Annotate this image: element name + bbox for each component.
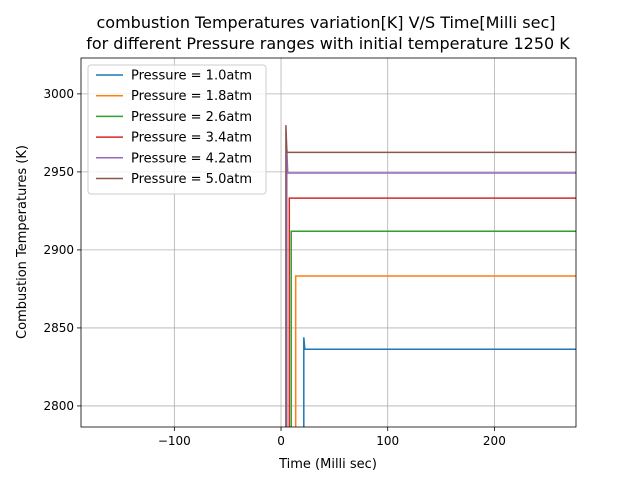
legend-label: Pressure = 1.0atm (131, 69, 252, 84)
y-tick-label: 2800 (43, 399, 74, 413)
series-line (288, 197, 576, 427)
x-tick-label: 0 (277, 434, 285, 448)
legend-label: Pressure = 3.4atm (131, 131, 252, 146)
series-line (290, 230, 576, 427)
x-tick-label: −100 (158, 434, 191, 448)
legend-label: Pressure = 5.0atm (131, 172, 252, 187)
series-lines (285, 125, 576, 427)
x-tick-label: 200 (483, 434, 506, 448)
series-line (285, 125, 576, 427)
grid (81, 58, 576, 427)
chart-subtitle: for different Pressure ranges with initi… (86, 34, 570, 53)
legend-label: Pressure = 1.8atm (131, 89, 252, 104)
y-tick-label: 2850 (43, 321, 74, 335)
ticks: −100 0 100 200 2800 2850 2900 2950 3000 (43, 87, 505, 448)
series-line (294, 275, 576, 427)
legend-box (87, 64, 267, 195)
legend-label: Pressure = 2.6atm (131, 110, 252, 125)
x-axis-label: Time (Milli sec) (278, 457, 377, 472)
y-tick-label: 2950 (43, 165, 74, 179)
series-line (303, 337, 576, 427)
y-axis-label: Combustion Temperatures (K) (15, 145, 30, 339)
y-tick-label: 3000 (43, 87, 74, 101)
legend-label: Pressure = 4.2atm (131, 151, 252, 166)
plot-frame (80, 57, 577, 428)
chart-title: combustion Temperatures variation[K] V/S… (97, 13, 556, 32)
y-tick-label: 2900 (43, 243, 74, 257)
legend: Pressure = 1.0atm Pressure = 1.8atm Pressu… (87, 64, 267, 195)
series-line (286, 148, 576, 427)
x-tick-label: 100 (376, 434, 399, 448)
